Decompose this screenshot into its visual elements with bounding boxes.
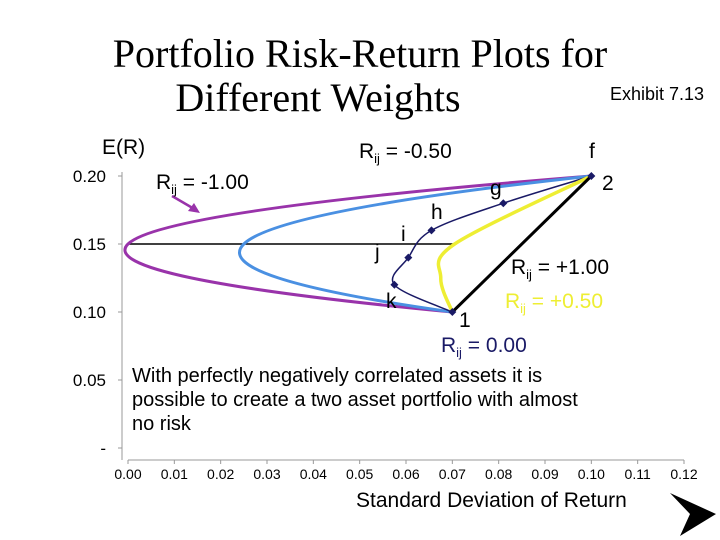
- y-tick-label-4: 0.20: [73, 167, 106, 186]
- x-tick-label-7: 0.07: [439, 466, 466, 482]
- point-marker-g: [499, 199, 508, 208]
- x-tick-label-11: 0.11: [625, 466, 651, 482]
- point-label-f: f: [589, 140, 595, 163]
- point-label-g: g: [490, 177, 502, 200]
- x-tick-label-4: 0.04: [300, 466, 327, 482]
- title-line-2: Different Weights: [175, 75, 461, 120]
- label-rij-zero: Rij = 0.00: [441, 334, 527, 361]
- label-rij-pos-050: Rij = +0.50: [505, 290, 604, 317]
- y-tick-label-2: 0.10: [73, 303, 106, 322]
- label-rij-pos-100: Rij = +1.00: [511, 256, 610, 283]
- series-line-2: [391, 175, 592, 313]
- point-marker-1: [448, 308, 457, 316]
- x-tick-label-8: 0.08: [485, 466, 512, 482]
- x-tick-label-0: 0.00: [114, 466, 141, 482]
- series-line-3: [436, 174, 593, 313]
- series-line-1: [238, 174, 592, 314]
- point-label-i: i: [401, 223, 406, 246]
- point-marker-h: [427, 226, 436, 235]
- y-axis-title: E(R): [102, 136, 146, 159]
- series-line-4: [451, 174, 593, 314]
- y-tick-label-0: -: [100, 439, 106, 458]
- x-tick-label-10: 0.10: [578, 466, 605, 482]
- point-label-j: j: [375, 241, 380, 264]
- y-tick-label-1: 0.05: [73, 371, 106, 390]
- x-tick-label-1: 0.01: [161, 466, 188, 482]
- point-marker-i: [404, 253, 413, 262]
- x-tick-label-3: 0.03: [253, 466, 280, 482]
- series-line-0: [123, 174, 592, 314]
- point-marker-2: [587, 172, 596, 180]
- point-label-1: 1: [459, 309, 471, 332]
- x-tick-label-6: 0.06: [392, 466, 419, 482]
- label-rij-neg-100: Rij = -1.00: [156, 171, 249, 198]
- page-title: Portfolio Risk-Return Plots for Differen…: [80, 32, 640, 120]
- title-line-1: Portfolio Risk-Return Plots for: [112, 31, 608, 76]
- x-axis-title: Standard Deviation of Return: [356, 489, 627, 512]
- exhibit-label: Exhibit 7.13: [610, 84, 705, 104]
- y-tick-label-3: 0.15: [73, 235, 106, 254]
- x-tick-label-9: 0.09: [531, 466, 558, 482]
- point-label-h: h: [431, 201, 443, 224]
- point-marker-k: [390, 280, 399, 289]
- risk-note: With perfectly negatively correlated ass…: [132, 365, 578, 435]
- x-tick-label-5: 0.05: [346, 466, 373, 482]
- label-pointer-head: [188, 203, 200, 213]
- label-rij-neg-050: Rij = -0.50: [359, 140, 452, 167]
- x-tick-label-2: 0.02: [207, 466, 234, 482]
- point-label-2: 2: [602, 172, 614, 195]
- x-tick-label-12: 0.12: [670, 466, 697, 482]
- point-label-k: k: [386, 290, 397, 313]
